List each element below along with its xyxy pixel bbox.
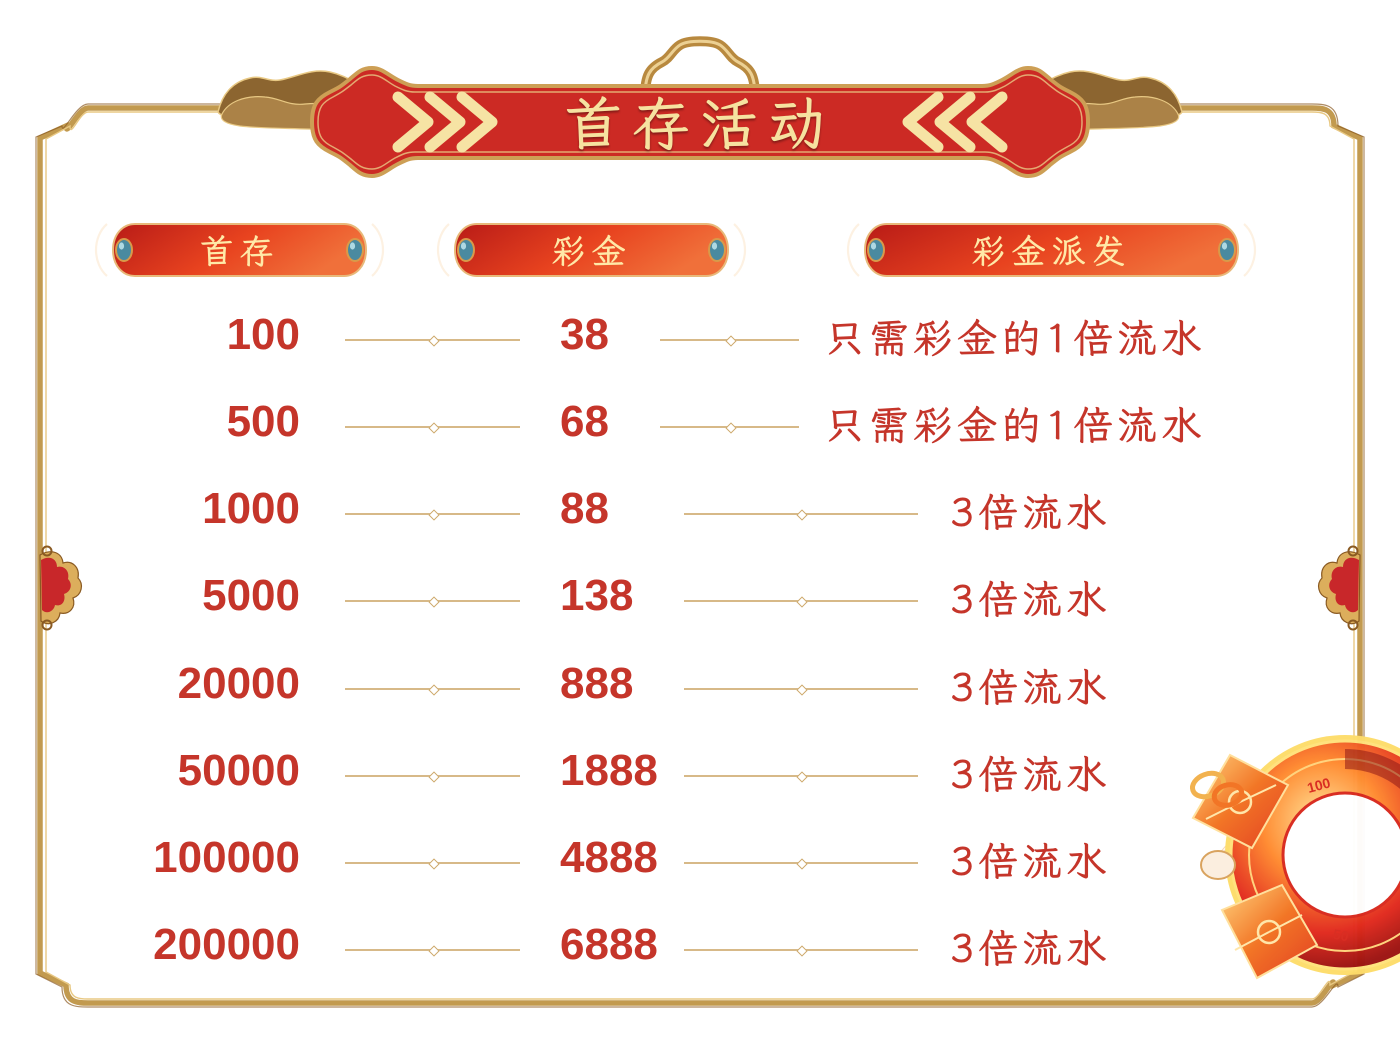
svg-text:50: 50 [1332,926,1350,944]
